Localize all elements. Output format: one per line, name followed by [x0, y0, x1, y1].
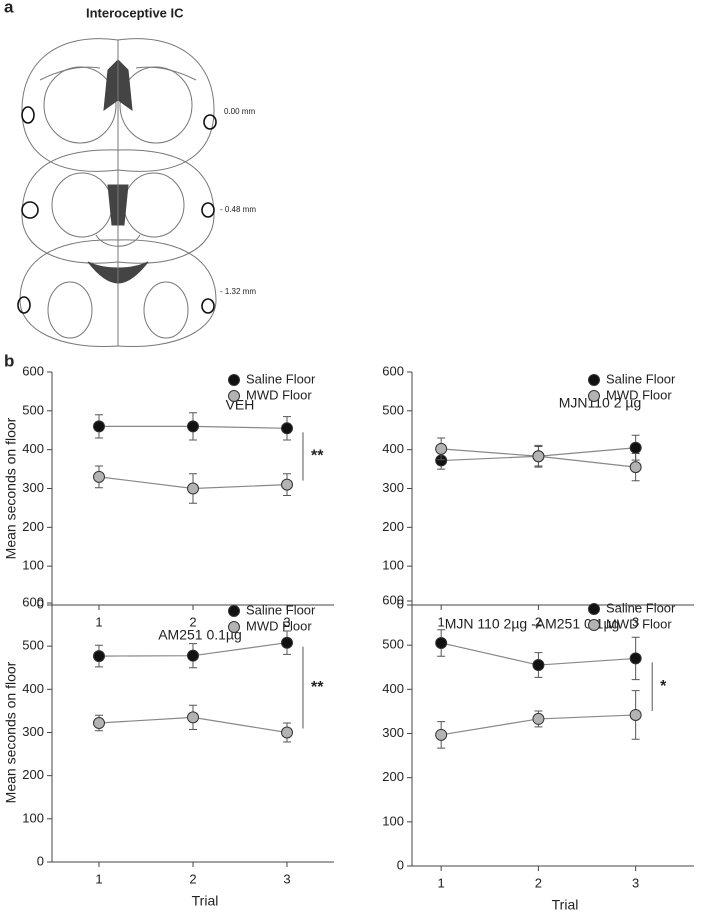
y-tick-label: 600	[382, 363, 404, 378]
data-point	[532, 450, 545, 463]
y-axis-label: Mean seconds on floor	[3, 661, 19, 803]
y-tick-label: 0	[397, 857, 404, 872]
data-point	[281, 726, 293, 739]
y-tick-label: 600	[22, 363, 44, 378]
chart-title: AM251 0.1µg	[158, 627, 242, 643]
data-point	[629, 441, 642, 454]
x-tick-label: 2	[189, 614, 196, 629]
y-tick-label: 300	[22, 480, 44, 495]
data-point	[93, 420, 105, 433]
legend-marker	[588, 619, 600, 631]
y-tick-label: 400	[382, 441, 404, 456]
y-tick-label: 600	[382, 592, 404, 607]
data-point	[281, 636, 293, 649]
legend-label: Saline Floor	[606, 600, 676, 615]
legend-marker	[588, 374, 600, 386]
y-tick-label: 400	[382, 681, 404, 696]
data-point	[629, 652, 642, 665]
y-tick-label: 200	[382, 769, 404, 784]
significance-label: **	[311, 679, 324, 696]
panel-title: Interoceptive IC	[86, 5, 184, 20]
x-tick-label: 3	[632, 875, 639, 890]
x-tick-label: 1	[438, 875, 445, 890]
y-tick-label: 100	[22, 558, 44, 573]
section-label: - 0.48 mm	[220, 205, 256, 214]
y-tick-label: 200	[22, 519, 44, 534]
brain-sections	[17, 38, 217, 348]
legend-label: Saline Floor	[246, 602, 316, 617]
legend-label: MWD Floor	[246, 387, 312, 402]
data-point	[187, 482, 199, 495]
y-tick-label: 200	[22, 767, 44, 782]
x-tick-label: 1	[438, 614, 445, 629]
section-label: 0.00 mm	[224, 107, 255, 116]
data-point	[187, 420, 199, 433]
y-tick-label: 400	[22, 441, 44, 456]
data-point	[435, 728, 448, 741]
legend-marker	[228, 374, 240, 386]
chart-title: MJN110 2 µg	[559, 395, 642, 411]
y-tick-label: 100	[382, 558, 404, 573]
y-tick-label: 300	[382, 480, 404, 495]
y-tick-label: 100	[382, 813, 404, 828]
data-point	[629, 708, 642, 721]
data-point	[435, 442, 448, 455]
x-tick-label: 2	[535, 614, 542, 629]
x-axis-label: Trial	[552, 897, 579, 912]
y-tick-label: 0	[397, 596, 404, 611]
legend-marker	[228, 390, 240, 402]
legend-label: MWD Floor	[606, 616, 672, 631]
panel-label: b	[4, 351, 14, 370]
data-point	[281, 422, 293, 435]
data-point	[629, 461, 642, 474]
y-tick-label: 500	[22, 638, 44, 653]
legend-marker	[588, 390, 600, 402]
data-point	[93, 470, 105, 483]
x-tick-label: 1	[95, 614, 102, 629]
legend-marker	[228, 621, 240, 633]
legend-marker	[588, 603, 600, 615]
y-tick-label: 300	[382, 725, 404, 740]
y-tick-label: 500	[382, 637, 404, 652]
legend-label: Saline Floor	[246, 371, 316, 386]
y-tick-label: 400	[22, 681, 44, 696]
data-point	[532, 712, 545, 725]
y-axis-label: Mean seconds on floor	[3, 417, 19, 559]
x-tick-label: 2	[189, 871, 196, 886]
y-tick-label: 200	[382, 519, 404, 534]
x-tick-label: 1	[95, 871, 102, 886]
data-point	[532, 659, 545, 672]
y-tick-label: 100	[22, 810, 44, 825]
panel-label: a	[4, 0, 14, 16]
significance-label: *	[660, 678, 667, 695]
x-tick-label: 3	[283, 614, 290, 629]
legend-marker	[228, 605, 240, 617]
data-point	[435, 636, 448, 649]
significance-label: **	[311, 448, 324, 465]
y-tick-label: 500	[22, 402, 44, 417]
legend-label: Saline Floor	[606, 371, 676, 386]
y-tick-label: 300	[22, 724, 44, 739]
legend-label: MWD Floor	[246, 618, 312, 633]
legend-label: MWD Floor	[606, 387, 672, 402]
chart-title: MJN 110 2µg -AM251 0.1µg	[445, 616, 620, 632]
data-point	[187, 711, 199, 724]
y-tick-label: 600	[22, 594, 44, 609]
section-label: - 1.32 mm	[220, 287, 256, 296]
y-tick-label: 0	[37, 853, 44, 868]
data-point	[187, 649, 199, 662]
data-point	[93, 717, 105, 730]
data-point	[281, 478, 293, 491]
x-tick-label: 2	[535, 875, 542, 890]
y-tick-label: 500	[382, 402, 404, 417]
x-tick-label: 3	[283, 871, 290, 886]
x-tick-label: 3	[632, 614, 639, 629]
y-tick-label: 0	[37, 596, 44, 611]
x-axis-label: Trial	[192, 893, 219, 909]
data-point	[93, 650, 105, 663]
